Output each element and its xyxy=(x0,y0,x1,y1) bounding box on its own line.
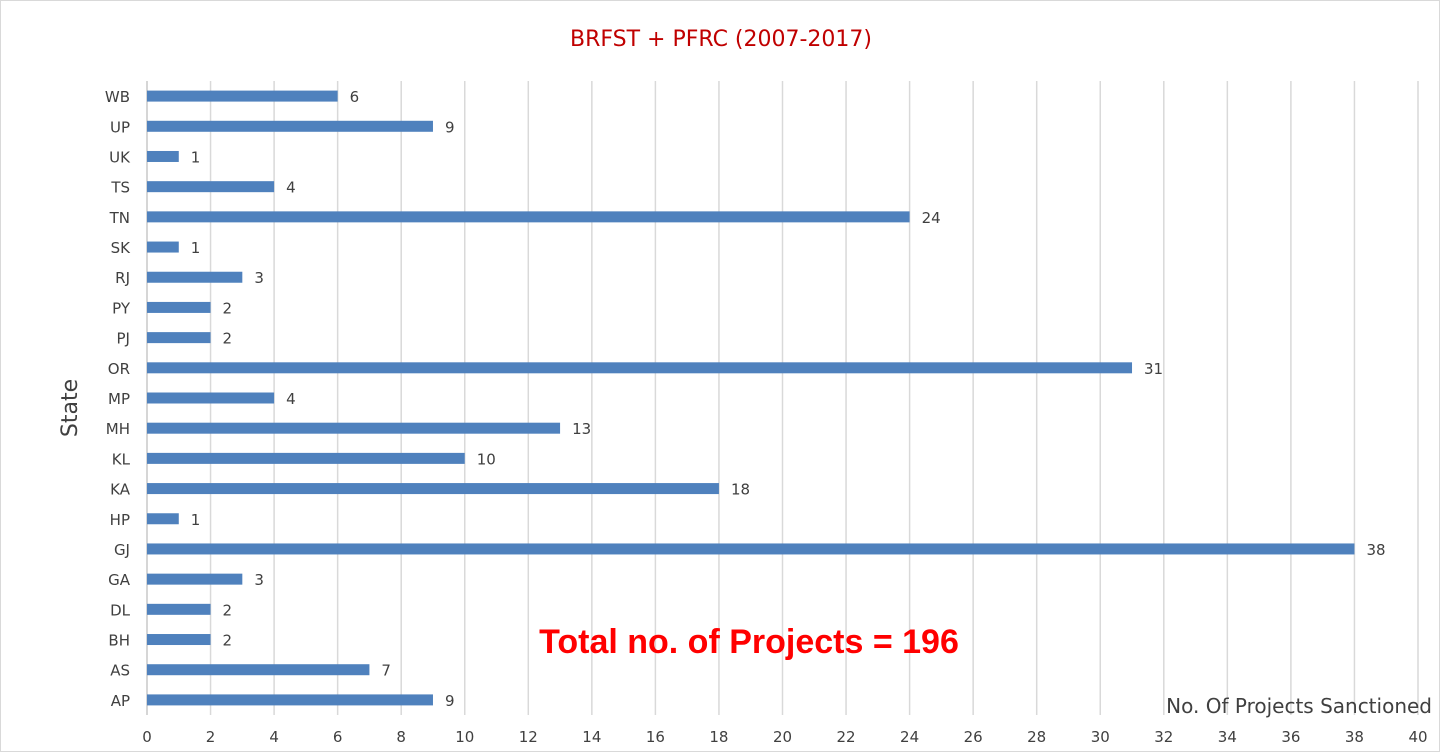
data-label-rj: 3 xyxy=(254,269,264,287)
category-label-tn: TN xyxy=(109,209,130,227)
bar-mp xyxy=(147,392,275,404)
x-tick-labels: 0 2 4 6 8 10 12 14 16 18 20 22 24 26 28 30 32 34 36 38 40 xyxy=(142,728,1427,746)
data-label-dl: 2 xyxy=(223,601,233,619)
data-label-uk: 1 xyxy=(191,148,201,166)
category-label-gj: GJ xyxy=(114,541,130,559)
category-label-pj: PJ xyxy=(117,330,130,348)
x-tick-label-38: 38 xyxy=(1345,728,1364,746)
x-tick-label-2: 2 xyxy=(206,728,216,746)
data-label-ap: 9 xyxy=(445,692,455,710)
x-tick-label-12: 12 xyxy=(519,728,538,746)
data-label-pj: 2 xyxy=(223,330,233,348)
bar-ts xyxy=(147,181,275,193)
category-label-ap: AP xyxy=(111,692,130,710)
category-label-kl: KL xyxy=(112,450,131,468)
bar-rj xyxy=(147,271,243,283)
category-label-wb: WB xyxy=(105,88,130,106)
bar-pj xyxy=(147,332,211,344)
bar-gj xyxy=(147,543,1355,555)
bar-sk xyxy=(147,241,179,253)
x-tick-label-16: 16 xyxy=(646,728,665,746)
category-label-hp: HP xyxy=(110,511,130,529)
data-label-gj: 38 xyxy=(1366,541,1385,559)
category-label-or: OR xyxy=(108,360,130,378)
category-label-dl: DL xyxy=(110,601,131,619)
bar-hp xyxy=(147,513,179,525)
category-label-mh: MH xyxy=(106,420,130,438)
bar-ka xyxy=(147,483,719,495)
category-label-up: UP xyxy=(110,118,130,136)
x-tick-label-6: 6 xyxy=(333,728,343,746)
x-tick-label-4: 4 xyxy=(269,728,279,746)
chart-title: BRFST + PFRC (2007-2017) xyxy=(570,27,872,52)
x-tick-label-18: 18 xyxy=(709,728,728,746)
category-label-ts: TS xyxy=(110,179,130,197)
data-label-wb: 6 xyxy=(350,88,360,106)
category-label-py: PY xyxy=(112,299,131,317)
category-label-ka: KA xyxy=(110,481,131,499)
bar-kl xyxy=(147,452,465,464)
data-label-ka: 18 xyxy=(731,481,750,499)
x-tick-label-22: 22 xyxy=(837,728,856,746)
bars xyxy=(147,90,1355,706)
y-axis-title: State xyxy=(58,379,83,437)
bar-uk xyxy=(147,150,179,162)
data-label-or: 31 xyxy=(1144,360,1163,378)
bar-up xyxy=(147,120,433,132)
x-tick-label-34: 34 xyxy=(1218,728,1237,746)
bar-mh xyxy=(147,422,561,434)
x-tick-label-40: 40 xyxy=(1408,728,1427,746)
x-tick-label-30: 30 xyxy=(1091,728,1110,746)
data-label-kl: 10 xyxy=(477,450,496,468)
category-label-mp: MP xyxy=(108,390,130,408)
data-label-tn: 24 xyxy=(922,209,941,227)
x-tick-label-28: 28 xyxy=(1027,728,1046,746)
x-tick-label-10: 10 xyxy=(455,728,474,746)
x-tick-label-20: 20 xyxy=(773,728,792,746)
category-label-bh: BH xyxy=(108,632,130,650)
category-label-as: AS xyxy=(110,662,130,680)
category-label-ga: GA xyxy=(108,571,131,589)
data-label-up: 9 xyxy=(445,118,455,136)
bar-bh xyxy=(147,634,211,646)
category-label-uk: UK xyxy=(109,148,131,166)
data-label-mh: 13 xyxy=(572,420,591,438)
x-tick-label-32: 32 xyxy=(1154,728,1173,746)
data-label-ts: 4 xyxy=(286,179,296,197)
x-tick-label-26: 26 xyxy=(964,728,983,746)
bar-py xyxy=(147,301,211,313)
category-label-sk: SK xyxy=(111,239,132,257)
data-label-py: 2 xyxy=(223,299,233,317)
x-tick-label-24: 24 xyxy=(900,728,919,746)
x-tick-label-14: 14 xyxy=(582,728,601,746)
data-label-hp: 1 xyxy=(191,511,201,529)
bar-wb xyxy=(147,90,338,102)
bar-ap xyxy=(147,694,433,706)
bar-tn xyxy=(147,211,910,223)
data-label-bh: 2 xyxy=(223,632,233,650)
category-label-rj: RJ xyxy=(115,269,130,287)
total-projects-annotation: Total no. of Projects = 196 xyxy=(539,623,959,661)
category-labels: AP AS BH DL GA GJ HP KA KL MH MP OR PJ PY RJ SK TN TS UK UP… xyxy=(105,88,131,710)
x-axis-title: No. Of Projects Sanctioned xyxy=(1166,694,1432,718)
x-tick-label-36: 36 xyxy=(1281,728,1300,746)
bar-ga xyxy=(147,573,243,585)
data-label-mp: 4 xyxy=(286,390,296,408)
bar-dl xyxy=(147,603,211,615)
gridlines xyxy=(146,81,1419,715)
data-label-ga: 3 xyxy=(254,571,264,589)
data-label-as: 7 xyxy=(381,662,391,680)
x-tick-label-0: 0 xyxy=(142,728,152,746)
bar-as xyxy=(147,664,370,676)
x-tick-label-8: 8 xyxy=(396,728,406,746)
data-label-sk: 1 xyxy=(191,239,201,257)
bar-or xyxy=(147,362,1133,374)
